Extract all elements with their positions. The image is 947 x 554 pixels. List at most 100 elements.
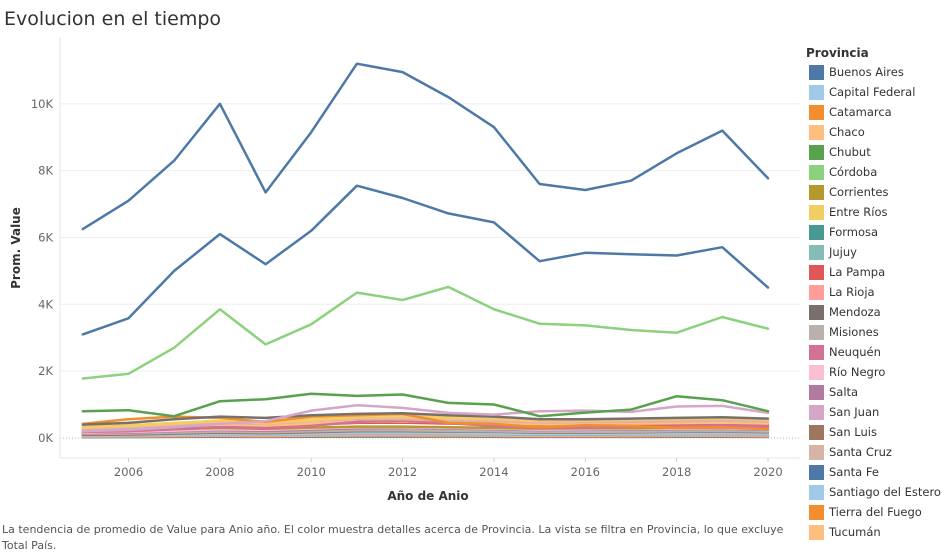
legend-label: Neuquén: [829, 345, 881, 359]
legend-item-la-pampa[interactable]: La Pampa: [806, 262, 947, 282]
legend-label: Santa Fe: [829, 465, 879, 479]
legend-item-chaco[interactable]: Chaco: [806, 122, 947, 142]
x-tick-label: 2020: [753, 465, 782, 479]
y-tick-label: 0K: [38, 431, 53, 445]
legend-swatch: [809, 504, 824, 520]
legend-item-neuquen[interactable]: Neuquén: [806, 342, 947, 362]
legend-swatch: [809, 164, 824, 180]
legend-swatch: [809, 144, 824, 160]
legend-label: Salta: [829, 385, 859, 399]
legend-swatch: [809, 184, 824, 200]
legend-item-capital-federal[interactable]: Capital Federal: [806, 82, 947, 102]
legend-swatch: [809, 364, 824, 380]
legend-swatch: [809, 244, 824, 260]
legend-item-santa-cruz[interactable]: Santa Cruz: [806, 442, 947, 462]
legend-swatch: [809, 444, 824, 460]
series-line-misiones[interactable]: [81, 429, 770, 436]
legend-item-la-rioja[interactable]: La Rioja: [806, 282, 947, 302]
legend-label: Buenos Aires: [829, 65, 904, 79]
line-chart[interactable]: 0K 2K 4K 6K 8K 10K 2006 2008 2010 2012 2014 2016 201…: [0, 0, 800, 515]
x-axis-label: Año de Anio: [387, 489, 468, 503]
x-tick-label: 2016: [571, 465, 600, 479]
series-line-santa-cruz[interactable]: [81, 417, 770, 431]
legend-item-formosa[interactable]: Formosa: [806, 222, 947, 242]
chart-title: Evolucion en el tiempo: [4, 8, 222, 30]
legend-label: Chaco: [829, 125, 865, 139]
legend-label: Jujuy: [829, 245, 857, 259]
legend: Provincia Buenos Aires Capital Federal Cat…: [806, 44, 947, 542]
legend-item-mendoza[interactable]: Mendoza: [806, 302, 947, 322]
series-lines[interactable]: [81, 62, 770, 439]
series-line-san-juan[interactable]: [81, 403, 770, 433]
legend-swatch: [809, 264, 824, 280]
series-line-buenos-aires[interactable]: [81, 62, 770, 231]
y-axis-label: Prom. Value: [9, 207, 23, 289]
chart-caption: La tendencia de promedio de Value para A…: [2, 523, 784, 552]
legend-item-jujuy[interactable]: Jujuy: [806, 242, 947, 262]
legend-swatch: [809, 224, 824, 240]
legend-item-corrientes[interactable]: Corrientes: [806, 182, 947, 202]
legend-item-misiones[interactable]: Misiones: [806, 322, 947, 342]
legend-swatch: [809, 204, 824, 220]
series-line-santa-fe[interactable]: [81, 184, 770, 336]
legend-swatch: [809, 404, 824, 420]
legend-item-chubut[interactable]: Chubut: [806, 142, 947, 162]
legend-item-catamarca[interactable]: Catamarca: [806, 102, 947, 122]
legend-label: Tierra del Fuego: [829, 505, 922, 519]
y-tick-label: 10K: [31, 97, 54, 111]
legend-label: San Juan: [829, 405, 880, 419]
legend-title: Provincia: [806, 46, 869, 60]
x-tick-label: 2018: [662, 465, 691, 479]
legend-label: Capital Federal: [829, 85, 916, 99]
legend-swatch: [809, 124, 824, 140]
x-tick-label: 2010: [297, 465, 326, 479]
legend-item-cordoba[interactable]: Córdoba: [806, 162, 947, 182]
legend-swatch: [809, 84, 824, 100]
legend-label: Córdoba: [829, 165, 878, 179]
legend-label: Río Negro: [829, 365, 886, 379]
legend-label: Catamarca: [829, 105, 892, 119]
axes: 0K 2K 4K 6K 8K 10K 2006 2008 2010 2012 2014 2016 201…: [31, 37, 800, 479]
series-line-mendoza[interactable]: [81, 411, 770, 426]
legend-swatch: [809, 304, 824, 320]
x-tick-label: 2012: [388, 465, 417, 479]
series-line-cordoba[interactable]: [81, 285, 770, 380]
legend-item-san-juan[interactable]: San Juan: [806, 402, 947, 422]
legend-swatch: [809, 104, 824, 120]
legend-item-san-luis[interactable]: San Luis: [806, 422, 947, 442]
legend-swatch: [809, 344, 824, 360]
legend-item-santiago-del-estero[interactable]: Santiago del Estero: [806, 482, 947, 502]
legend-item-rio-negro[interactable]: Río Negro: [806, 362, 947, 382]
legend-label: Tucumán: [829, 525, 881, 539]
x-tick-label: 2008: [205, 465, 234, 479]
legend-label: San Luis: [829, 425, 877, 439]
y-tick-label: 4K: [38, 297, 53, 311]
legend-swatch: [809, 424, 824, 440]
legend-swatch: [809, 464, 824, 480]
legend-label: Santa Cruz: [829, 445, 892, 459]
legend-swatch: [809, 484, 824, 500]
legend-label: La Pampa: [829, 265, 886, 279]
legend-swatch: [809, 384, 824, 400]
series-line-chubut[interactable]: [81, 392, 770, 418]
legend-swatch: [809, 284, 824, 300]
legend-item-tucuman[interactable]: Tucumán: [806, 522, 947, 542]
legend-swatch: [809, 64, 824, 80]
gridlines: [60, 103, 800, 439]
legend-swatch: [809, 524, 824, 540]
legend-label: Entre Ríos: [829, 205, 888, 219]
legend-item-santa-fe[interactable]: Santa Fe: [806, 462, 947, 482]
legend-label: Formosa: [829, 225, 879, 239]
legend-label: Corrientes: [829, 185, 889, 199]
y-tick-label: 6K: [38, 230, 53, 244]
legend-item-salta[interactable]: Salta: [806, 382, 947, 402]
legend-item-entre-rios[interactable]: Entre Ríos: [806, 202, 947, 222]
legend-item-tierra-del-fuego[interactable]: Tierra del Fuego: [806, 502, 947, 522]
x-tick-label: 2014: [479, 465, 508, 479]
legend-swatch: [809, 324, 824, 340]
y-tick-label: 2K: [38, 364, 53, 378]
x-tick-label: 2006: [114, 465, 143, 479]
legend-item-buenos-aires[interactable]: Buenos Aires: [806, 62, 947, 82]
legend-label: La Rioja: [829, 285, 875, 299]
legend-label: Santiago del Estero: [829, 485, 941, 499]
